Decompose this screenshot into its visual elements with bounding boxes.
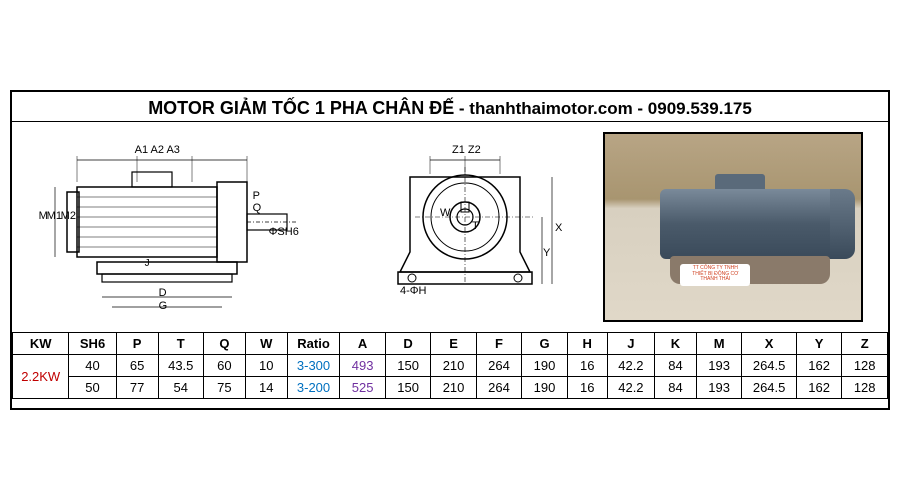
cell-m: 193	[696, 377, 741, 399]
cell-q: 60	[203, 355, 245, 377]
product-photo: TT CÔNG TY TNHH THIẾT BỊ ĐỘNG CƠ THANH T…	[603, 132, 863, 322]
table-row: 2.2KW406543.560103-300493150210264190164…	[13, 355, 888, 377]
col-header-p: P	[116, 333, 158, 355]
cell-g: 190	[522, 355, 567, 377]
side-view-drawing: A1 A2 A3 M M1 M2 P Q ΦSH6 J D G	[37, 132, 327, 322]
dim-q: Q	[253, 202, 262, 214]
table-header-row: KWSH6PTQWRatioADEFGHJKMXYZ	[13, 333, 888, 355]
col-header-y: Y	[796, 333, 841, 355]
cell-p: 65	[116, 355, 158, 377]
cell-w: 10	[245, 355, 287, 377]
cell-z: 128	[842, 377, 888, 399]
col-header-z: Z	[842, 333, 888, 355]
title-main: MOTOR GIẢM TỐC 1 PHA CHÂN ĐẾ	[148, 98, 454, 118]
dim-d: D	[159, 287, 167, 299]
cell-d: 150	[385, 377, 430, 399]
cell-y: 162	[796, 377, 841, 399]
dim-m1: M1	[47, 210, 62, 222]
col-header-kw: KW	[13, 333, 69, 355]
photo-brand-badge: TT CÔNG TY TNHH THIẾT BỊ ĐỘNG CƠ THANH T…	[680, 264, 750, 286]
cell-ratio: 3-200	[287, 377, 340, 399]
cell-q: 75	[203, 377, 245, 399]
col-header-t: T	[158, 333, 203, 355]
dim-x: X	[555, 222, 562, 234]
table-row: 50775475143-2005251502102641901642.28419…	[13, 377, 888, 399]
spec-table: KWSH6PTQWRatioADEFGHJKMXYZ 2.2KW406543.5…	[12, 332, 888, 399]
col-header-g: G	[522, 333, 567, 355]
col-header-q: Q	[203, 333, 245, 355]
title-bar: MOTOR GIẢM TỐC 1 PHA CHÂN ĐẾ - thanhthai…	[12, 92, 888, 122]
col-header-j: J	[607, 333, 654, 355]
col-header-f: F	[476, 333, 521, 355]
dim-y: Y	[543, 247, 550, 259]
figures-row: A1 A2 A3 M M1 M2 P Q ΦSH6 J D G	[12, 122, 888, 332]
col-header-a: A	[340, 333, 385, 355]
col-header-ratio: Ratio	[287, 333, 340, 355]
cell-k: 84	[655, 377, 697, 399]
dim-a1a2a3: A1 A2 A3	[135, 144, 180, 156]
cell-sh6: 50	[69, 377, 116, 399]
dim-g: G	[159, 300, 168, 312]
cell-sh6: 40	[69, 355, 116, 377]
col-header-d: D	[385, 333, 430, 355]
dim-sh6: ΦSH6	[269, 226, 299, 238]
dim-m2: M2	[61, 210, 76, 222]
dim-t: T	[472, 220, 479, 232]
cell-kw: 2.2KW	[13, 355, 69, 399]
front-view-drawing: Z1 Z2 W T X Y 4-ΦH	[360, 132, 570, 322]
cell-m: 193	[696, 355, 741, 377]
photo-motor-cap	[830, 189, 855, 259]
spec-sheet-frame: MOTOR GIẢM TỐC 1 PHA CHÂN ĐẾ - thanhthai…	[10, 90, 890, 410]
dim-4h: 4-ΦH	[400, 285, 427, 297]
cell-t: 54	[158, 377, 203, 399]
cell-d: 150	[385, 355, 430, 377]
title-sub: - thanhthaimotor.com - 0909.539.175	[454, 99, 752, 118]
col-header-x: X	[742, 333, 797, 355]
cell-h: 16	[567, 377, 607, 399]
cell-e: 210	[431, 355, 476, 377]
cell-z: 128	[842, 355, 888, 377]
col-header-e: E	[431, 333, 476, 355]
dim-j: J	[145, 258, 150, 269]
cell-a: 525	[340, 377, 385, 399]
cell-p: 77	[116, 377, 158, 399]
cell-ratio: 3-300	[287, 355, 340, 377]
dim-w: W	[440, 207, 450, 219]
cell-f: 264	[476, 377, 521, 399]
dim-z1z2: Z1 Z2	[452, 144, 481, 156]
col-header-h: H	[567, 333, 607, 355]
col-header-sh6: SH6	[69, 333, 116, 355]
photo-motor-body	[660, 189, 835, 259]
cell-e: 210	[431, 377, 476, 399]
cell-y: 162	[796, 355, 841, 377]
badge-line3: THANH THÁI	[680, 277, 750, 283]
cell-x: 264.5	[742, 377, 797, 399]
col-header-k: K	[655, 333, 697, 355]
cell-j: 42.2	[607, 377, 654, 399]
cell-w: 14	[245, 377, 287, 399]
cell-a: 493	[340, 355, 385, 377]
cell-j: 42.2	[607, 355, 654, 377]
col-header-w: W	[245, 333, 287, 355]
cell-f: 264	[476, 355, 521, 377]
cell-g: 190	[522, 377, 567, 399]
cell-t: 43.5	[158, 355, 203, 377]
dim-p: P	[253, 190, 260, 202]
cell-x: 264.5	[742, 355, 797, 377]
cell-h: 16	[567, 355, 607, 377]
col-header-m: M	[696, 333, 741, 355]
cell-k: 84	[655, 355, 697, 377]
